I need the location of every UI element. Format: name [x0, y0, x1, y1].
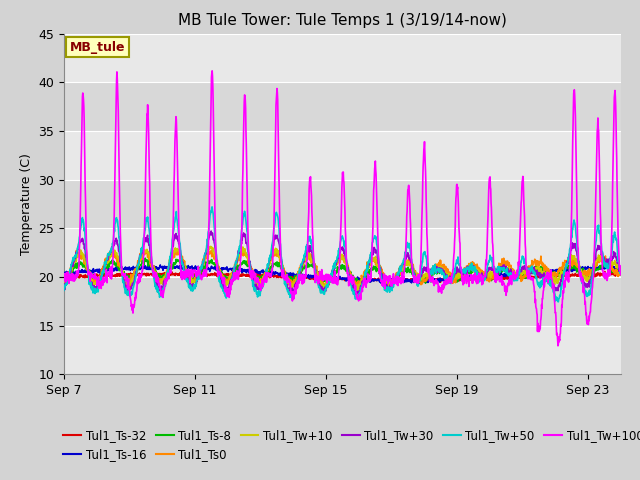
Bar	[64, 326, 621, 374]
Bar	[64, 131, 621, 180]
Y-axis label: Temperature (C): Temperature (C)	[20, 153, 33, 255]
Bar	[64, 34, 621, 82]
Title: MB Tule Tower: Tule Temps 1 (3/19/14-now): MB Tule Tower: Tule Temps 1 (3/19/14-now…	[178, 13, 507, 28]
Legend: Tul1_Ts-32, Tul1_Ts-16, Tul1_Ts-8, Tul1_Ts0, Tul1_Tw+10, Tul1_Tw+30, Tul1_Tw+50,: Tul1_Ts-32, Tul1_Ts-16, Tul1_Ts-8, Tul1_…	[59, 425, 640, 466]
Bar	[64, 82, 621, 131]
Text: MB_tule: MB_tule	[70, 41, 125, 54]
Bar	[64, 277, 621, 326]
Bar	[64, 180, 621, 228]
Bar	[64, 228, 621, 277]
